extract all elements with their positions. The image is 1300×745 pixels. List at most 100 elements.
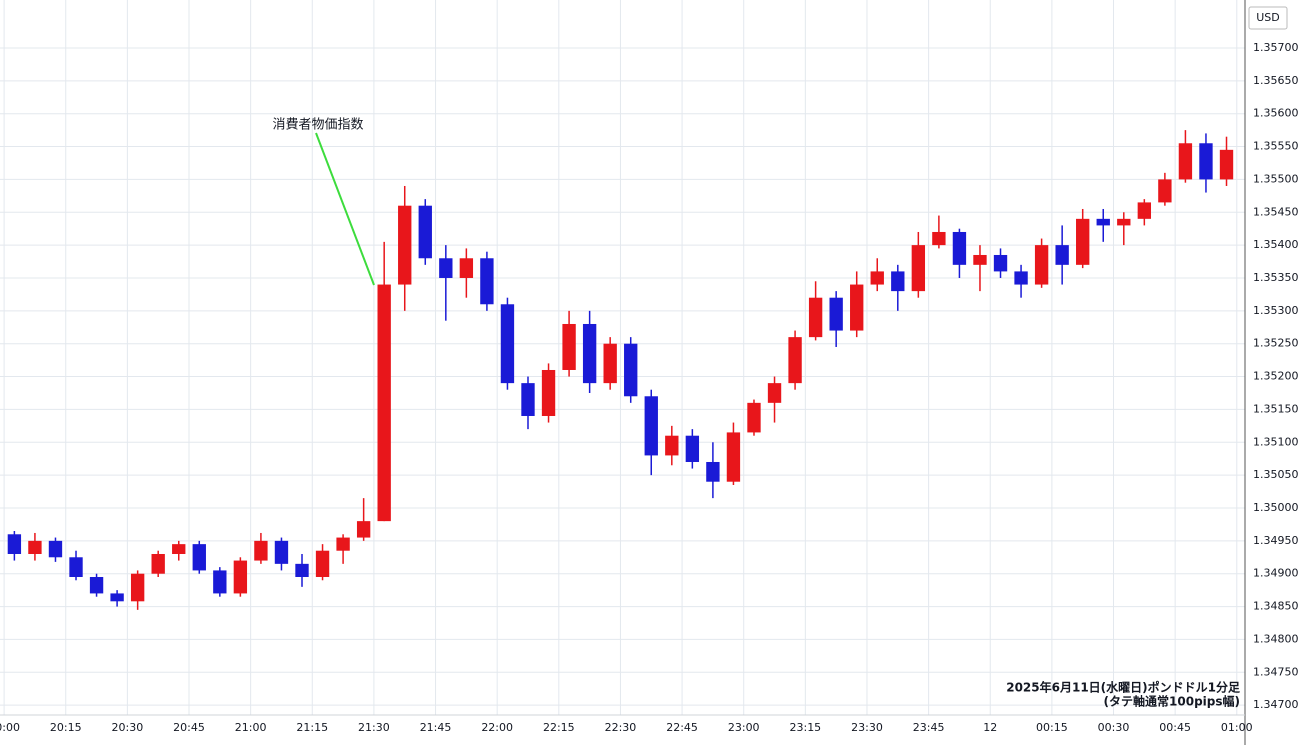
candle-body (48, 540, 63, 558)
candle-body (130, 573, 145, 602)
x-tick-label: 21:00 (235, 721, 267, 734)
x-tick-label: 20:45 (173, 721, 205, 734)
candle-body (541, 369, 556, 416)
x-tick-label: 01:00 (1221, 721, 1253, 734)
y-tick-label: 1.35050 (1253, 468, 1299, 481)
y-tick-label: 1.35150 (1253, 402, 1299, 415)
candle-body (952, 231, 967, 265)
candle-body (644, 396, 658, 456)
x-tick-label: 22:30 (605, 721, 637, 734)
x-tick-label: 00:30 (1098, 721, 1130, 734)
y-tick-label: 1.35700 (1253, 41, 1299, 54)
candle-body (110, 593, 124, 602)
x-tick-label: 22:15 (543, 721, 575, 734)
y-tick-label: 1.35250 (1253, 337, 1299, 350)
x-tick-label: 21:15 (296, 721, 328, 734)
caption: 2025年6月11日(水曜日)ポンドドル1分足 (1006, 680, 1240, 695)
candle-body (767, 383, 782, 403)
candle-body (336, 537, 350, 551)
candle-body (850, 284, 864, 331)
x-tick-label: 21:30 (358, 721, 390, 734)
candle-body (233, 560, 248, 594)
candle-body (603, 343, 617, 384)
x-tick-label: 23:45 (913, 721, 945, 734)
candle-body (870, 271, 884, 285)
y-tick-label: 1.34900 (1253, 567, 1299, 580)
candle-body (500, 304, 515, 384)
candle-body (993, 254, 1008, 272)
candle-body (1199, 143, 1213, 180)
candle-body (1137, 202, 1152, 219)
candle-body (28, 540, 42, 554)
y-tick-label: 1.35600 (1253, 107, 1299, 120)
candle-body (295, 563, 309, 577)
candle-body (89, 576, 104, 594)
y-tick-label: 1.34950 (1253, 534, 1299, 547)
x-tick-label: 12 (983, 721, 997, 734)
candle-body (521, 383, 535, 416)
y-tick-label: 1.35300 (1253, 304, 1299, 317)
candle-body (315, 550, 330, 577)
annotation-line (315, 132, 375, 286)
candle-body (151, 553, 165, 574)
candles (7, 130, 1234, 610)
y-tick-label: 1.35400 (1253, 238, 1299, 251)
candle-body (891, 271, 905, 292)
candle-body (1219, 149, 1234, 180)
x-tick-label: 22:45 (666, 721, 698, 734)
candle-body (1034, 245, 1049, 285)
candle-body (1076, 218, 1090, 265)
y-tick-label: 1.34800 (1253, 632, 1299, 645)
candle-body (562, 323, 576, 370)
x-tick-label: 21:45 (420, 721, 452, 734)
candle-body (685, 435, 700, 462)
y-tick-label: 1.35550 (1253, 140, 1299, 153)
y-tick-label: 1.35200 (1253, 370, 1299, 383)
candle-body (356, 521, 371, 538)
candle-body (747, 402, 761, 433)
y-tick-label: 1.35350 (1253, 271, 1299, 284)
candle-body (911, 245, 926, 292)
x-tick-label: 23:30 (851, 721, 883, 734)
candle-body (582, 323, 597, 384)
candle-body (829, 297, 843, 331)
candle-body (932, 231, 946, 246)
candle-body (459, 258, 474, 278)
candle-body (1096, 218, 1110, 226)
currency-box (1248, 6, 1288, 30)
candle-body (1014, 271, 1028, 285)
candle-body (172, 544, 186, 554)
x-tick-label: 00:45 (1159, 721, 1191, 734)
candle-body (1117, 218, 1131, 226)
candle-body (665, 435, 679, 456)
x-tick-label: 20:15 (50, 721, 82, 734)
candle-body (418, 205, 432, 259)
candle-body (706, 461, 720, 482)
y-tick-label: 1.34750 (1253, 665, 1299, 678)
candle-body (1178, 143, 1193, 180)
candle-body (480, 258, 494, 305)
caption: (タテ軸通常100pips幅) (1104, 694, 1240, 709)
currency-label: USD (1256, 11, 1280, 24)
candle-body (254, 540, 268, 561)
candle-body (788, 337, 802, 384)
candle-body (1158, 179, 1172, 203)
x-tick-label: 00:15 (1036, 721, 1068, 734)
y-tick-label: 1.35100 (1253, 435, 1299, 448)
candle-body (274, 540, 289, 564)
candle-body (439, 258, 453, 278)
candle-body (213, 570, 227, 594)
x-tick-label: 20:00 (0, 721, 20, 734)
y-tick-label: 1.34700 (1253, 698, 1299, 711)
y-tick-label: 1.35650 (1253, 74, 1299, 87)
candle-body (7, 534, 22, 554)
candle-body (69, 557, 83, 577)
candle-body (192, 544, 206, 571)
candle-body (377, 284, 391, 522)
y-tick-label: 1.35000 (1253, 501, 1299, 514)
candle-body (398, 205, 412, 285)
candle-body (973, 254, 987, 265)
candle-body (726, 432, 741, 482)
